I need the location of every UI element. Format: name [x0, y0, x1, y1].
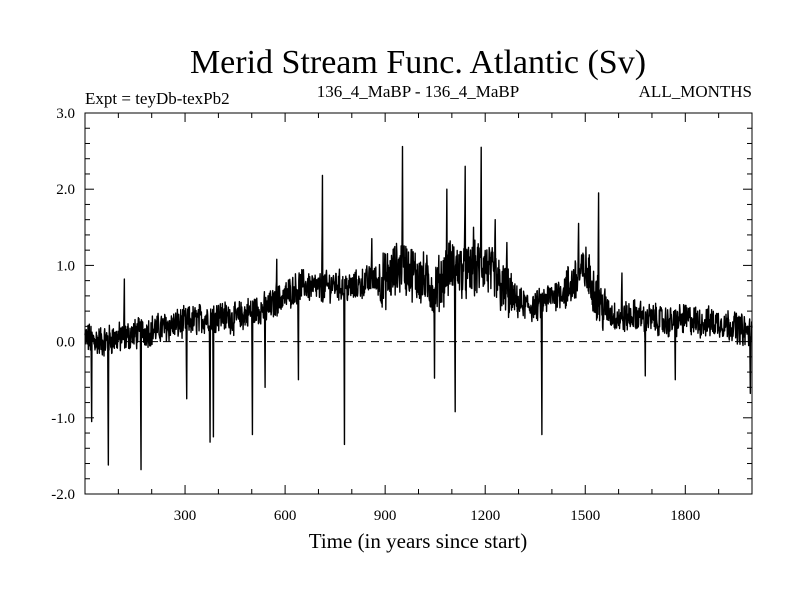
x-tick-label: 900 [374, 508, 397, 524]
y-tick-label: 1.0 [56, 258, 75, 274]
y-tick-label: 0.0 [56, 335, 75, 351]
x-axis-label: Time (in years since start) [309, 529, 528, 553]
subtitle-period: 136_4_MaBP - 136_4_MaBP [317, 82, 519, 101]
x-tick-label: 1200 [470, 508, 500, 524]
y-tick-label: -1.0 [51, 411, 75, 427]
subtitle-months: ALL_MONTHS [639, 82, 752, 101]
x-tick-label: 600 [274, 508, 297, 524]
series-line [85, 147, 752, 470]
plot-frame [85, 113, 752, 494]
chart-title: Merid Stream Func. Atlantic (Sv) [190, 44, 646, 81]
x-tick-label: 1500 [570, 508, 600, 524]
x-tick-label: 300 [174, 508, 197, 524]
y-tick-label: 2.0 [56, 182, 75, 198]
y-tick-label: -2.0 [51, 487, 75, 503]
x-tick-label: 1800 [670, 508, 700, 524]
subtitle-experiment: Expt = teyDb-texPb2 [85, 89, 230, 108]
y-tick-label: 3.0 [56, 106, 75, 122]
